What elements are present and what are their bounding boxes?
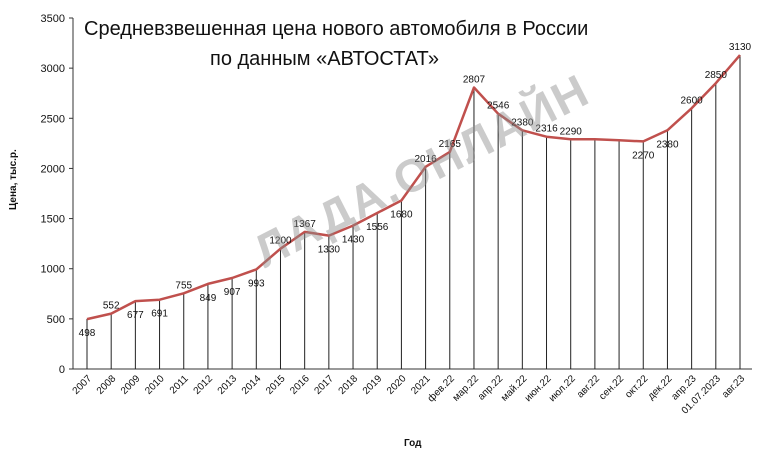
data-label: 2165 bbox=[439, 139, 462, 150]
data-label: 907 bbox=[224, 287, 241, 298]
data-label: 2546 bbox=[487, 101, 510, 112]
y-tick-label: 2500 bbox=[41, 113, 65, 125]
x-tick-label: 2012 bbox=[192, 373, 216, 397]
data-label: 2380 bbox=[511, 117, 534, 128]
x-tick-label: 2013 bbox=[216, 373, 240, 397]
y-tick-label: 2000 bbox=[41, 163, 65, 175]
data-label: 1367 bbox=[294, 219, 317, 230]
x-tick-label: 2019 bbox=[361, 373, 385, 397]
y-axis-label: Цена, тыс.р. bbox=[8, 149, 19, 210]
x-tick-label: авг.23 bbox=[720, 373, 747, 400]
x-tick-label: 2016 bbox=[288, 373, 312, 397]
y-tick-label: 0 bbox=[59, 364, 65, 376]
x-tick-label: 2015 bbox=[264, 373, 288, 397]
data-label: 1330 bbox=[318, 245, 341, 256]
data-label: 1680 bbox=[390, 210, 413, 221]
data-label: 2270 bbox=[632, 150, 655, 161]
data-label: 849 bbox=[200, 293, 217, 304]
data-label: 1200 bbox=[269, 236, 292, 247]
x-tick-label: 2014 bbox=[240, 373, 264, 397]
data-label: 1556 bbox=[366, 222, 389, 233]
x-tick-label: 2009 bbox=[119, 373, 143, 397]
x-tick-label: 2020 bbox=[385, 373, 409, 397]
y-tick-label: 1000 bbox=[41, 264, 65, 276]
data-label: 677 bbox=[127, 310, 144, 321]
data-label: 2807 bbox=[463, 74, 486, 85]
y-tick-label: 500 bbox=[47, 314, 65, 326]
data-label: 691 bbox=[151, 309, 168, 320]
x-tick-label: 2017 bbox=[312, 373, 336, 397]
series-line bbox=[86, 54, 741, 321]
x-tick-label: 2010 bbox=[143, 373, 167, 397]
data-label: 2600 bbox=[681, 95, 704, 106]
x-tick-label: дек.22 bbox=[646, 373, 675, 402]
y-tick-label: 3500 bbox=[41, 13, 65, 25]
x-axis-label: Год bbox=[404, 438, 422, 449]
x-tick-label: сен.22 bbox=[597, 373, 626, 402]
data-label: 993 bbox=[248, 278, 265, 289]
y-tick-label: 3000 bbox=[41, 63, 65, 75]
data-label: 2316 bbox=[535, 124, 558, 135]
x-tick-label: мар.22 bbox=[451, 373, 482, 404]
data-label: 1430 bbox=[342, 235, 365, 246]
data-label: 2380 bbox=[656, 139, 679, 150]
data-label: 3130 bbox=[729, 42, 752, 53]
data-label: 2850 bbox=[705, 70, 728, 81]
data-label: 552 bbox=[103, 301, 120, 312]
x-tick-label: июл.22 bbox=[547, 373, 578, 404]
data-label: 2016 bbox=[414, 154, 437, 165]
x-tick-label: фев.22 bbox=[425, 372, 457, 404]
x-tick-label: 2007 bbox=[71, 373, 95, 397]
y-tick-label: 1500 bbox=[41, 214, 65, 226]
data-label: 2290 bbox=[560, 126, 583, 137]
data-label: 498 bbox=[79, 328, 96, 339]
chart-title-line1: Средневзвешенная цена нового автомобиля … bbox=[84, 18, 589, 40]
data-label: 755 bbox=[175, 280, 192, 291]
x-tick-label: 2011 bbox=[168, 373, 191, 396]
x-tick-label: 2008 bbox=[95, 373, 119, 397]
x-tick-label: 2018 bbox=[337, 373, 361, 397]
chart-title-line2: по данным «АВТОСТАТ» bbox=[210, 48, 439, 70]
